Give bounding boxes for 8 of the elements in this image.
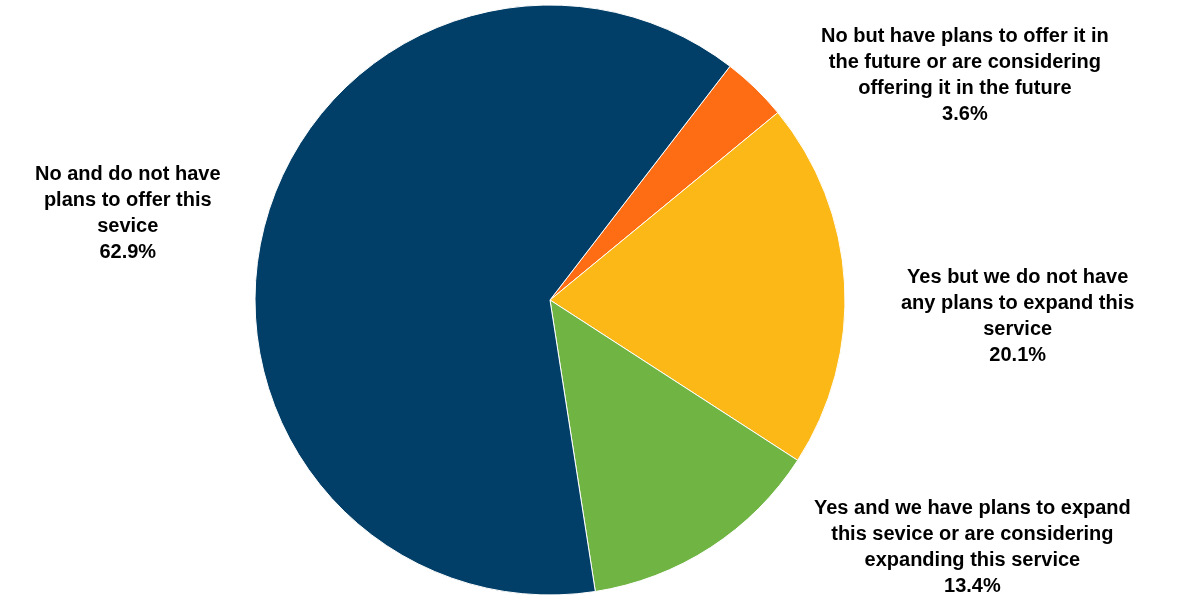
slice-label: No and do not have plans to offer this sevice — [35, 162, 221, 236]
slice-label: Yes and we have plans to expand this sevice or are considering expanding this service — [814, 496, 1131, 570]
data-label: 13.4% — [944, 574, 1001, 596]
slice-label: No but have plans to offer it in the future or are considering offering it in the future — [821, 24, 1109, 98]
data-label: 20.1% — [989, 343, 1047, 365]
data-label: 62.9% — [99, 240, 157, 262]
data-label: 3.6% — [942, 102, 988, 124]
slice-label: Yes but we do not have any plans to expand this service — [901, 265, 1135, 339]
